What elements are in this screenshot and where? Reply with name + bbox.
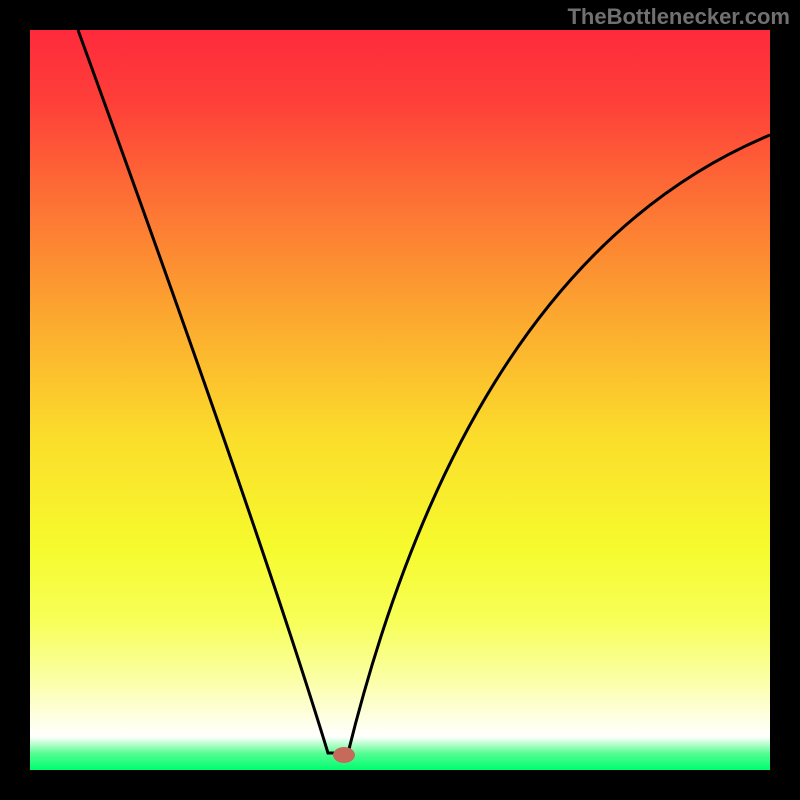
optimum-marker [333, 747, 355, 763]
chart-container: TheBottlenecker.com [0, 0, 800, 800]
plot-background [30, 30, 770, 770]
bottleneck-chart [0, 0, 800, 800]
watermark-text: TheBottlenecker.com [567, 4, 790, 30]
